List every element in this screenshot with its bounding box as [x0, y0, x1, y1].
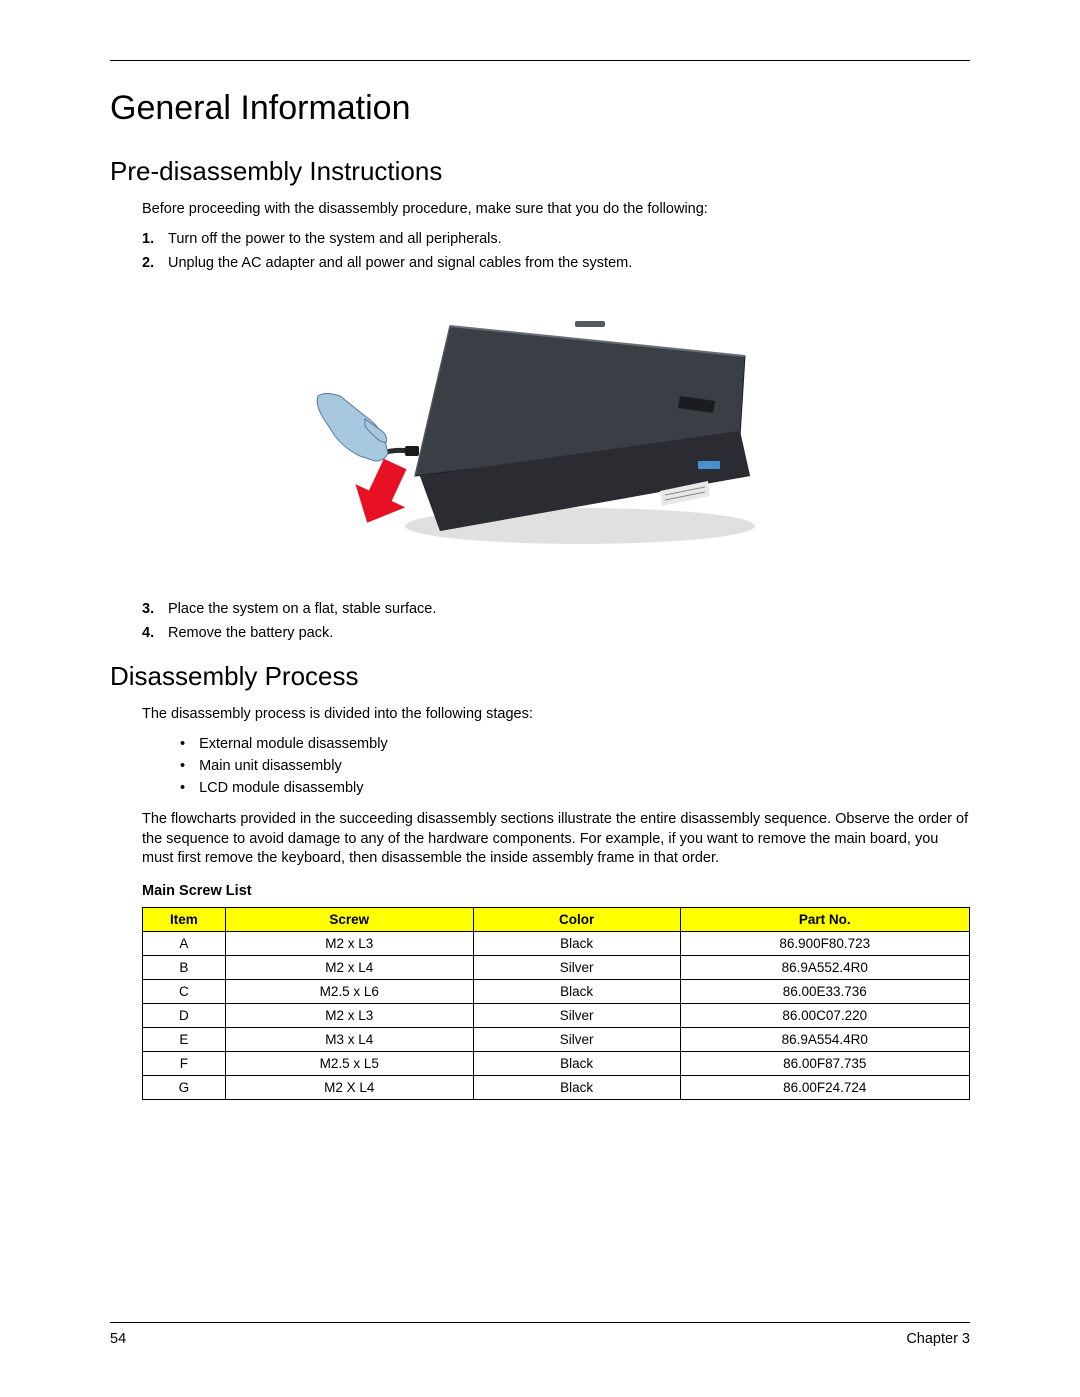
- list-item: Main unit disassembly: [180, 758, 970, 774]
- stages-bullet-list: External module disassembly Main unit di…: [180, 736, 970, 796]
- list-item: 1.Turn off the power to the system and a…: [142, 231, 970, 247]
- table-cell: C: [143, 979, 226, 1003]
- col-item: Item: [143, 907, 226, 931]
- table-cell: B: [143, 955, 226, 979]
- table-cell: G: [143, 1075, 226, 1099]
- col-color: Color: [473, 907, 680, 931]
- disassembly-intro: The disassembly process is divided into …: [142, 706, 970, 722]
- table-cell: Silver: [473, 1027, 680, 1051]
- table-cell: Black: [473, 931, 680, 955]
- table-cell: M2 x L3: [225, 931, 473, 955]
- page-footer: 54 Chapter 3: [110, 1322, 970, 1347]
- table-cell: D: [143, 1003, 226, 1027]
- chapter-label: Chapter 3: [906, 1331, 970, 1347]
- section-disassembly-process-title: Disassembly Process: [110, 661, 970, 692]
- table-cell: M2 x L3: [225, 1003, 473, 1027]
- table-cell: M2 x L4: [225, 955, 473, 979]
- table-cell: Black: [473, 1051, 680, 1075]
- pre-steps-list-b: 3.Place the system on a flat, stable sur…: [142, 601, 970, 641]
- table-cell: Silver: [473, 955, 680, 979]
- step-text: Turn off the power to the system and all…: [168, 231, 502, 247]
- table-cell: M2.5 x L6: [225, 979, 473, 1003]
- step-number: 2.: [142, 255, 168, 271]
- table-cell: M2.5 x L5: [225, 1051, 473, 1075]
- table-cell: 86.9A552.4R0: [680, 955, 969, 979]
- arrow-icon: [343, 452, 420, 534]
- table-cell: M3 x L4: [225, 1027, 473, 1051]
- table-cell: M2 X L4: [225, 1075, 473, 1099]
- flowchart-note: The flowcharts provided in the succeedin…: [142, 810, 970, 869]
- table-row: GM2 X L4Black86.00F24.724: [143, 1075, 970, 1099]
- top-rule: [110, 60, 970, 61]
- col-screw: Screw: [225, 907, 473, 931]
- table-cell: F: [143, 1051, 226, 1075]
- step-number: 1.: [142, 231, 168, 247]
- table-cell: Black: [473, 979, 680, 1003]
- screw-table-title: Main Screw List: [142, 883, 970, 899]
- list-item: 3.Place the system on a flat, stable sur…: [142, 601, 970, 617]
- table-header-row: Item Screw Color Part No.: [143, 907, 970, 931]
- step-number: 3.: [142, 601, 168, 617]
- table-row: BM2 x L4Silver86.9A552.4R0: [143, 955, 970, 979]
- table-row: CM2.5 x L6Black86.00E33.736: [143, 979, 970, 1003]
- pre-steps-list-a: 1.Turn off the power to the system and a…: [142, 231, 970, 271]
- list-item: LCD module disassembly: [180, 780, 970, 796]
- table-cell: Black: [473, 1075, 680, 1099]
- main-screw-table: Item Screw Color Part No. AM2 x L3Black8…: [142, 907, 970, 1100]
- list-item: External module disassembly: [180, 736, 970, 752]
- table-row: DM2 x L3Silver86.00C07.220: [143, 1003, 970, 1027]
- step-number: 4.: [142, 625, 168, 641]
- table-cell: Silver: [473, 1003, 680, 1027]
- laptop-unplug-figure: [110, 301, 970, 561]
- table-cell: 86.9A554.4R0: [680, 1027, 969, 1051]
- table-cell: A: [143, 931, 226, 955]
- table-cell: 86.00F87.735: [680, 1051, 969, 1075]
- table-cell: 86.900F80.723: [680, 931, 969, 955]
- step-text: Unplug the AC adapter and all power and …: [168, 255, 632, 271]
- table-cell: 86.00F24.724: [680, 1075, 969, 1099]
- table-row: AM2 x L3Black86.900F80.723: [143, 931, 970, 955]
- table-cell: 86.00C07.220: [680, 1003, 969, 1027]
- laptop-unplug-icon: [310, 301, 770, 561]
- list-item: 2.Unplug the AC adapter and all power an…: [142, 255, 970, 271]
- col-partno: Part No.: [680, 907, 969, 931]
- section-pre-disassembly-title: Pre-disassembly Instructions: [110, 156, 970, 187]
- table-cell: E: [143, 1027, 226, 1051]
- table-cell: 86.00E33.736: [680, 979, 969, 1003]
- page-number: 54: [110, 1331, 126, 1347]
- step-text: Place the system on a flat, stable surfa…: [168, 601, 436, 617]
- page-title: General Information: [110, 89, 970, 128]
- table-row: FM2.5 x L5Black86.00F87.735: [143, 1051, 970, 1075]
- list-item: 4.Remove the battery pack.: [142, 625, 970, 641]
- pre-disassembly-intro: Before proceeding with the disassembly p…: [142, 201, 970, 217]
- table-row: EM3 x L4Silver86.9A554.4R0: [143, 1027, 970, 1051]
- step-text: Remove the battery pack.: [168, 625, 333, 641]
